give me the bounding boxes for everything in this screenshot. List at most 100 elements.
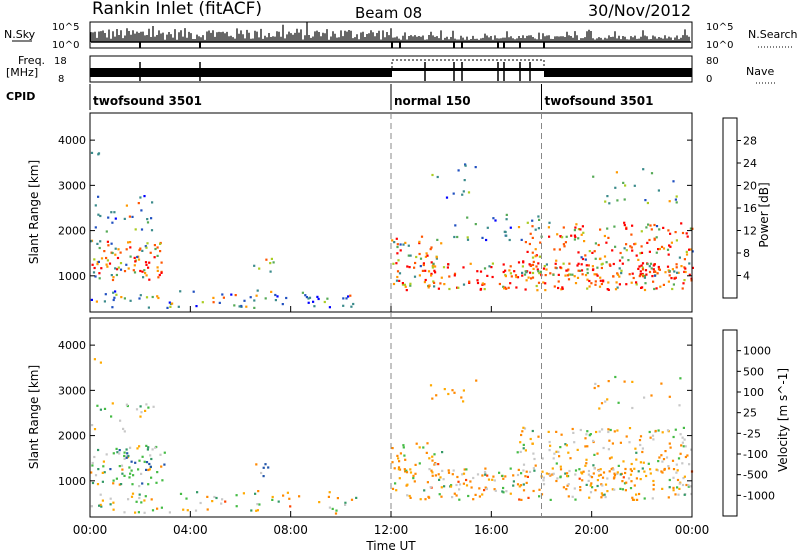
echo-cell xyxy=(206,508,209,511)
echo-cell xyxy=(652,483,655,486)
echo-cell xyxy=(621,262,624,265)
echo-cell xyxy=(129,299,132,302)
colorbar-tick-label: 20 xyxy=(743,180,757,193)
echo-cell xyxy=(524,475,527,478)
echo-cell xyxy=(560,288,563,291)
echo-cell xyxy=(652,268,655,271)
x-tick-label: 16:00 xyxy=(474,523,509,537)
echo-cell xyxy=(502,285,505,288)
echo-cell xyxy=(129,241,132,244)
echo-cell xyxy=(146,242,149,245)
echo-cell xyxy=(556,477,559,480)
echo-cell xyxy=(151,201,154,204)
echo-cell xyxy=(404,458,407,461)
echo-cell xyxy=(569,457,572,460)
echo-cell xyxy=(633,467,636,470)
echo-cell xyxy=(638,439,642,442)
echo-cell xyxy=(600,492,603,495)
echo-cell xyxy=(668,274,671,277)
echo-cell xyxy=(151,509,155,512)
echo-cell xyxy=(491,262,494,265)
echo-cell xyxy=(552,472,555,475)
echo-cell xyxy=(587,264,590,267)
echo-cell xyxy=(413,275,417,278)
echo-cell xyxy=(455,483,458,487)
echo-cell xyxy=(621,488,624,491)
echo-cell xyxy=(466,216,469,219)
echo-cell xyxy=(562,262,565,265)
echo-cell xyxy=(91,461,94,465)
echo-cell xyxy=(623,247,626,250)
echo-cell xyxy=(643,396,646,399)
echo-cell xyxy=(130,469,133,472)
echo-cell xyxy=(492,475,495,478)
echo-cell xyxy=(542,267,546,270)
echo-cell xyxy=(516,276,520,279)
echo-cell xyxy=(391,447,394,450)
echo-cell xyxy=(608,263,611,266)
echo-cell xyxy=(460,396,463,399)
echo-cell xyxy=(147,266,150,269)
echo-cell xyxy=(103,250,106,253)
echo-cell xyxy=(429,486,432,489)
echo-cell xyxy=(412,474,415,477)
echo-cell xyxy=(628,427,632,430)
echo-cell xyxy=(625,435,628,438)
echo-cell xyxy=(139,294,142,297)
echo-cell xyxy=(638,492,641,496)
echo-cell xyxy=(578,269,582,272)
echo-cell xyxy=(637,470,640,473)
echo-cell xyxy=(442,266,446,269)
echo-cell xyxy=(571,427,574,431)
echo-cell xyxy=(418,242,421,245)
echo-cell xyxy=(654,429,657,433)
colorbar-frame xyxy=(722,329,738,517)
echo-cell xyxy=(433,269,436,272)
echo-cell xyxy=(235,505,238,508)
echo-cell xyxy=(455,494,458,497)
echo-cell xyxy=(648,430,651,434)
velocity-y-axis-label: Slant Range [km] xyxy=(27,365,41,469)
cpid-segment-label: normal 150 xyxy=(394,94,471,108)
echo-cell xyxy=(391,487,395,490)
echo-cell xyxy=(129,246,132,249)
echo-cell xyxy=(397,259,400,262)
echo-cell xyxy=(418,252,421,256)
echo-cell xyxy=(684,455,687,459)
echo-cell xyxy=(596,479,599,482)
echo-cell xyxy=(631,249,634,252)
echo-cell xyxy=(504,230,507,234)
echo-cell xyxy=(581,479,584,482)
power-echo-cells xyxy=(90,151,694,309)
echo-cell xyxy=(625,243,628,246)
echo-cell xyxy=(634,242,637,245)
echo-cell xyxy=(257,490,260,493)
echo-cell xyxy=(90,471,93,474)
echo-cell xyxy=(99,361,102,364)
echo-cell xyxy=(282,494,285,497)
echo-cell xyxy=(688,463,691,466)
echo-cell xyxy=(593,273,596,276)
echo-cell xyxy=(396,270,400,273)
echo-cell xyxy=(600,483,603,486)
echo-cell xyxy=(502,486,505,490)
echo-cell xyxy=(642,168,645,171)
echo-cell xyxy=(650,267,653,270)
echo-cell xyxy=(512,480,515,483)
cpid-label: CPID xyxy=(6,90,35,103)
x-axis-ticks: 00:00 04:00 08:00 12:00 16:00 20:00 00:00 xyxy=(73,306,709,537)
echo-cell xyxy=(128,466,131,469)
echo-cell xyxy=(657,189,660,192)
echo-cell xyxy=(96,263,99,266)
echo-cell xyxy=(141,482,144,485)
echo-cell xyxy=(479,270,483,273)
echo-cell xyxy=(415,442,418,445)
echo-cell xyxy=(166,306,169,309)
echo-cell xyxy=(409,254,412,257)
echo-cell xyxy=(141,455,144,458)
echo-cell xyxy=(509,492,512,495)
echo-cell xyxy=(655,236,658,239)
echo-cell xyxy=(264,463,267,466)
echo-cell xyxy=(274,293,277,297)
echo-cell xyxy=(97,213,100,216)
